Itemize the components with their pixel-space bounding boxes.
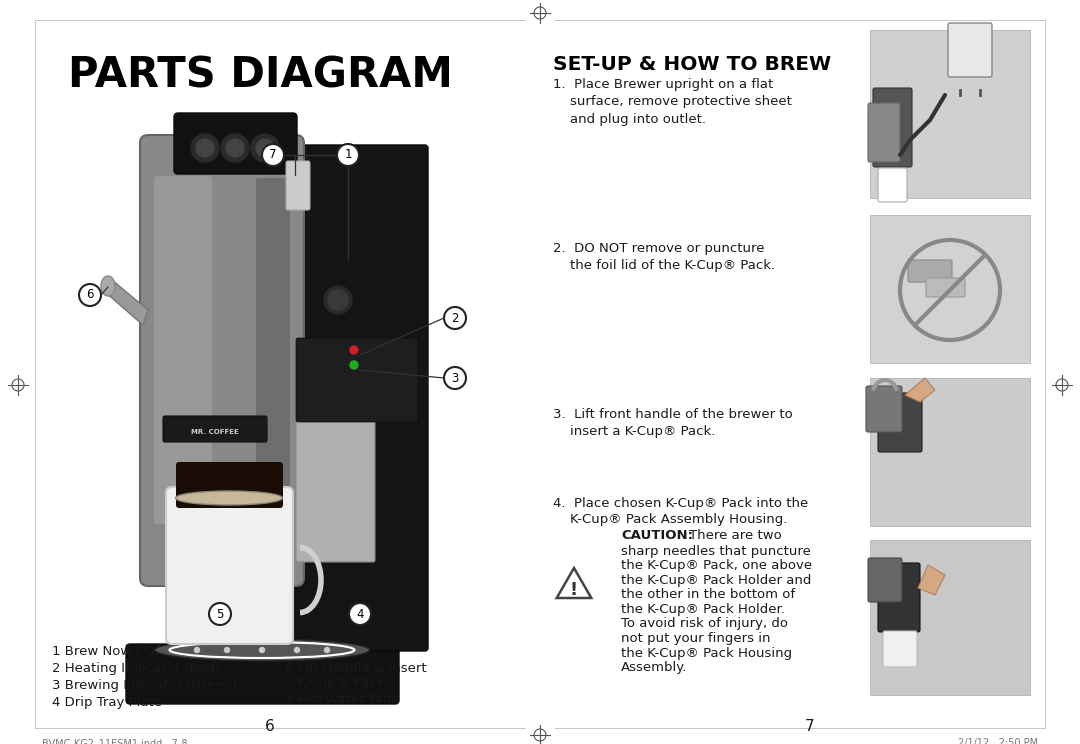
Text: 1: 1 [345, 149, 352, 161]
FancyBboxPatch shape [870, 30, 1030, 198]
Text: SET-UP & HOW TO BREW: SET-UP & HOW TO BREW [553, 55, 832, 74]
Circle shape [226, 139, 244, 157]
Circle shape [324, 286, 352, 314]
Circle shape [444, 367, 465, 389]
FancyBboxPatch shape [287, 145, 428, 651]
Circle shape [337, 144, 359, 166]
Circle shape [191, 134, 219, 162]
Text: 7 Hot Water Tank: 7 Hot Water Tank [285, 693, 400, 706]
Text: 3.  Lift front handle of the brewer to
    insert a K-Cup® Pack.: 3. Lift front handle of the brewer to in… [553, 408, 793, 438]
FancyBboxPatch shape [286, 161, 310, 210]
Ellipse shape [154, 639, 369, 661]
Text: 5 Drip Tray: 5 Drip Tray [285, 645, 357, 658]
FancyBboxPatch shape [948, 23, 993, 77]
Text: CAUTION:: CAUTION: [621, 529, 693, 542]
Circle shape [324, 647, 329, 652]
Text: 2 Heating Indicator (Red): 2 Heating Indicator (Red) [52, 662, 220, 675]
FancyBboxPatch shape [878, 168, 907, 202]
Text: 7: 7 [269, 149, 276, 161]
Text: 6 Lift Handle & Insert: 6 Lift Handle & Insert [285, 662, 427, 675]
Text: 2: 2 [451, 312, 459, 324]
FancyBboxPatch shape [870, 540, 1030, 695]
Text: 2.  DO NOT remove or puncture
    the foil lid of the K-Cup® Pack.: 2. DO NOT remove or puncture the foil li… [553, 242, 775, 272]
Text: 6: 6 [265, 719, 275, 734]
Text: not put your fingers in: not put your fingers in [621, 632, 770, 645]
Text: Assembly.: Assembly. [621, 661, 687, 674]
Polygon shape [918, 565, 945, 595]
Circle shape [221, 134, 249, 162]
Polygon shape [105, 280, 148, 325]
FancyBboxPatch shape [174, 113, 297, 174]
Circle shape [295, 647, 299, 652]
Text: BVMC-KG2_11ESM1.indd   7-8: BVMC-KG2_11ESM1.indd 7-8 [42, 738, 188, 744]
FancyBboxPatch shape [868, 558, 902, 602]
Circle shape [251, 134, 279, 162]
Text: PARTS DIAGRAM: PARTS DIAGRAM [68, 55, 453, 97]
Text: 6: 6 [86, 289, 94, 301]
Text: the other in the bottom of: the other in the bottom of [621, 589, 795, 601]
Text: MR. COFFEE: MR. COFFEE [191, 429, 239, 435]
Text: 1 Brew Now / Off: 1 Brew Now / Off [52, 645, 164, 658]
Text: !: ! [570, 581, 578, 599]
Circle shape [328, 290, 348, 310]
Text: the K-Cup® Pack Holder and: the K-Cup® Pack Holder and [621, 574, 811, 587]
Circle shape [194, 647, 200, 652]
Text: 4 Drip Tray Plate: 4 Drip Tray Plate [52, 696, 162, 709]
Circle shape [195, 139, 214, 157]
Text: 3 Brewing Indicator (Green): 3 Brewing Indicator (Green) [52, 679, 238, 692]
Text: 2/1/12   2:50 PM: 2/1/12 2:50 PM [958, 738, 1038, 744]
FancyBboxPatch shape [166, 487, 293, 644]
FancyBboxPatch shape [176, 462, 283, 508]
Circle shape [259, 647, 265, 652]
Circle shape [350, 361, 357, 369]
FancyBboxPatch shape [866, 386, 902, 432]
Text: K-Cup® Pack Assembly Housing.: K-Cup® Pack Assembly Housing. [553, 513, 787, 526]
FancyBboxPatch shape [873, 88, 912, 167]
FancyBboxPatch shape [868, 103, 900, 162]
Text: 7: 7 [806, 719, 814, 734]
Text: the K-Cup® Pack, one above: the K-Cup® Pack, one above [621, 559, 812, 572]
FancyBboxPatch shape [883, 631, 917, 667]
Circle shape [262, 144, 284, 166]
Text: K-Cup® Pack: K-Cup® Pack [285, 676, 384, 689]
FancyBboxPatch shape [878, 393, 922, 452]
Text: 1.  Place Brewer upright on a flat
    surface, remove protective sheet
    and : 1. Place Brewer upright on a flat surfac… [553, 78, 792, 126]
Circle shape [256, 139, 274, 157]
Circle shape [225, 647, 229, 652]
FancyBboxPatch shape [926, 278, 966, 297]
Text: sharp needles that puncture: sharp needles that puncture [621, 545, 811, 558]
FancyBboxPatch shape [256, 178, 291, 522]
Ellipse shape [175, 491, 283, 505]
FancyBboxPatch shape [908, 260, 951, 282]
FancyBboxPatch shape [878, 563, 920, 632]
FancyBboxPatch shape [154, 176, 212, 524]
FancyBboxPatch shape [296, 338, 418, 422]
Text: 5: 5 [216, 608, 224, 620]
FancyBboxPatch shape [126, 644, 399, 704]
Polygon shape [905, 378, 935, 402]
Text: There are two: There are two [689, 529, 782, 542]
Ellipse shape [102, 276, 114, 296]
Text: 4: 4 [356, 608, 364, 620]
FancyBboxPatch shape [140, 135, 303, 586]
FancyBboxPatch shape [163, 416, 267, 442]
Circle shape [349, 603, 372, 625]
Text: 3: 3 [451, 371, 459, 385]
Text: the K-Cup® Pack Housing: the K-Cup® Pack Housing [621, 647, 792, 659]
Circle shape [79, 284, 102, 306]
Text: 4.  Place chosen K-Cup® Pack into the: 4. Place chosen K-Cup® Pack into the [553, 497, 808, 510]
Text: the K-Cup® Pack Holder.: the K-Cup® Pack Holder. [621, 603, 785, 616]
FancyBboxPatch shape [870, 378, 1030, 526]
FancyBboxPatch shape [870, 215, 1030, 363]
Circle shape [210, 603, 231, 625]
Ellipse shape [168, 634, 289, 646]
Circle shape [444, 307, 465, 329]
Text: To avoid risk of injury, do: To avoid risk of injury, do [621, 618, 788, 630]
FancyBboxPatch shape [296, 393, 375, 562]
Circle shape [350, 346, 357, 354]
